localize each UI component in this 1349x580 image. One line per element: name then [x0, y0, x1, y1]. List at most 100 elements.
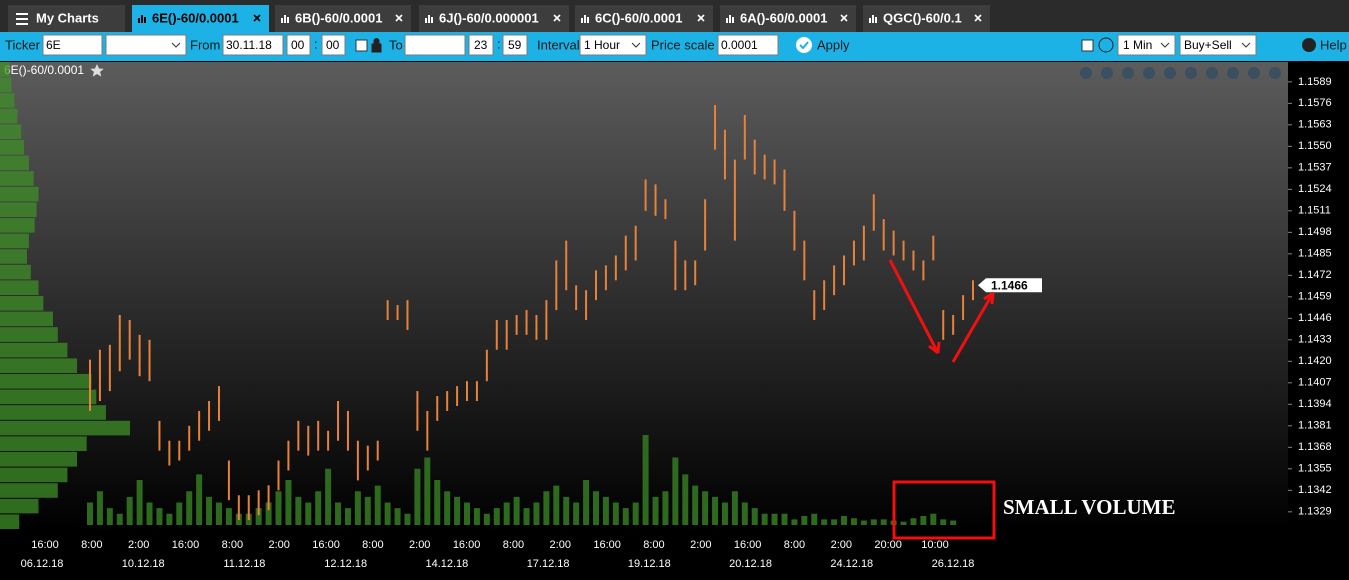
arrow-down — [888, 259, 941, 355]
tool[interactable] — [1269, 67, 1281, 79]
select[interactable] — [105, 34, 187, 56]
volume-bar — [821, 519, 828, 525]
chart-tools — [1080, 67, 1281, 79]
favorite-star[interactable] — [90, 64, 104, 77]
volume-profile-bar — [0, 124, 22, 139]
select-value: 1 Min — [1123, 38, 1152, 52]
tab-close[interactable] — [974, 14, 982, 22]
tab-close[interactable] — [553, 14, 561, 22]
volume-bar — [721, 502, 728, 525]
tool[interactable] — [1143, 67, 1155, 79]
volume-bar — [791, 519, 798, 525]
date-label: 17.12.18 — [527, 558, 570, 570]
volume-bar — [166, 513, 173, 525]
input[interactable] — [286, 34, 311, 56]
volume-profile-bar — [0, 108, 18, 124]
help-link[interactable]: Help — [1320, 37, 1347, 52]
tool[interactable] — [1206, 67, 1218, 79]
tab-icon — [425, 15, 433, 23]
x-tick-label: 16:00 — [734, 539, 762, 551]
y-tick-label: 1.1589 — [1298, 76, 1332, 88]
auto-icon[interactable] — [1098, 37, 1114, 53]
y-tick-label: 1.1342 — [1298, 484, 1332, 496]
input[interactable] — [502, 34, 528, 56]
tab-icon — [726, 15, 734, 23]
input-value: 0.0001 — [721, 38, 758, 52]
tab[interactable] — [863, 5, 990, 32]
select[interactable] — [1179, 34, 1257, 56]
volume-bar — [394, 508, 401, 525]
volume-profile-bar — [0, 233, 29, 249]
tool[interactable] — [1164, 67, 1176, 79]
input[interactable] — [321, 34, 346, 56]
volume-bar — [87, 502, 93, 525]
y-tick-label: 1.1576 — [1298, 97, 1332, 109]
tab[interactable] — [575, 5, 713, 32]
checkbox[interactable] — [1081, 39, 1094, 52]
last-price: 1.1466 — [991, 278, 1028, 292]
tab-close[interactable] — [697, 14, 705, 22]
select[interactable] — [579, 34, 647, 56]
tab-close[interactable] — [395, 14, 403, 22]
volume-bar — [523, 508, 530, 525]
volume-bar — [444, 491, 451, 525]
apply-button[interactable]: Apply — [817, 37, 850, 52]
tab-close[interactable] — [253, 14, 261, 22]
chart-title: 6E()-60/0.0001 — [4, 63, 84, 77]
volume-bar — [225, 508, 232, 525]
help-icon[interactable] — [1302, 38, 1316, 52]
tool[interactable] — [1185, 67, 1197, 79]
apply-icon[interactable] — [796, 37, 812, 53]
volume-bar — [424, 457, 431, 525]
x-tick-label: 16:00 — [453, 539, 481, 551]
volume-bar — [741, 502, 748, 525]
volume-bar — [950, 520, 957, 525]
tool[interactable] — [1080, 67, 1092, 79]
volume-bar — [96, 491, 103, 525]
input[interactable] — [222, 34, 284, 56]
tab[interactable] — [419, 5, 569, 32]
caret — [1160, 42, 1170, 48]
date-label: 26.12.18 — [932, 558, 975, 570]
x-tick-label: 16:00 — [312, 539, 340, 551]
volume-bar — [910, 518, 917, 525]
label: To — [389, 37, 403, 52]
x-tick-label: 20:00 — [874, 539, 902, 551]
select[interactable] — [1117, 34, 1176, 56]
volume-profile-bar — [0, 514, 20, 529]
date-label: 24.12.18 — [830, 558, 873, 570]
tool[interactable] — [1101, 67, 1113, 79]
tool[interactable] — [1122, 67, 1134, 79]
separator: : — [314, 36, 318, 51]
input[interactable] — [42, 34, 103, 56]
volume-bar — [503, 502, 510, 525]
x-tick-label: 10:00 — [921, 539, 949, 551]
x-tick-label: 16:00 — [593, 539, 621, 551]
volume-bar — [771, 513, 778, 525]
tab-icon — [138, 15, 146, 23]
checkbox[interactable] — [355, 39, 368, 52]
arrow-up — [951, 291, 995, 363]
tab-icon — [869, 15, 877, 23]
y-tick-label: 1.1498 — [1298, 226, 1332, 238]
tab[interactable] — [275, 5, 411, 32]
tab[interactable] — [720, 5, 856, 32]
tool[interactable] — [1248, 67, 1260, 79]
tab-label: QGC()-60/0.1 — [883, 10, 962, 25]
volume-bar — [712, 496, 719, 525]
volume-bar — [414, 468, 421, 525]
input[interactable] — [404, 34, 466, 56]
select-value: 1 Hour — [584, 38, 620, 52]
volume-bar — [176, 502, 183, 525]
volume-bar — [255, 508, 262, 525]
volume-bar — [275, 491, 282, 525]
tool[interactable] — [1227, 67, 1239, 79]
tab-close[interactable] — [840, 14, 848, 22]
volume-bar — [285, 480, 292, 525]
tab[interactable] — [132, 5, 269, 32]
input[interactable] — [717, 34, 779, 56]
input[interactable] — [468, 34, 494, 56]
date-label: 06.12.18 — [21, 558, 64, 570]
volume-bar — [652, 496, 659, 525]
